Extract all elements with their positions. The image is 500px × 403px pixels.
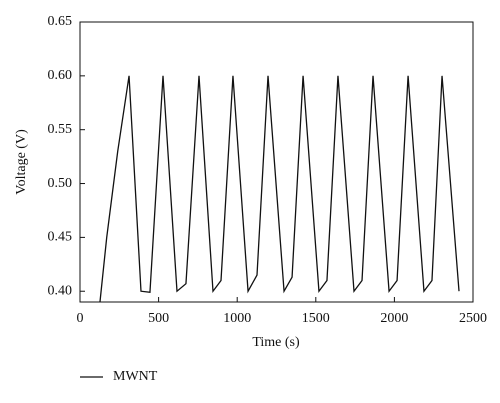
y-tick-label: 0.40 [48,283,73,298]
y-tick-label: 0.65 [48,14,73,29]
legend-label: MWNT [113,369,158,384]
x-tick-label: 500 [148,311,169,326]
x-tick-label: 2000 [380,311,408,326]
x-tick-label: 1500 [302,311,330,326]
y-tick-label: 0.60 [48,68,73,83]
plot-frame [79,21,474,303]
y-tick-label: 0.55 [48,122,73,137]
y-axis-label: Voltage (V) [14,129,29,195]
x-tick-label: 1000 [223,311,251,326]
x-axis-label: Time (s) [252,335,300,350]
y-tick-label: 0.45 [48,230,73,245]
x-tick-label: 2500 [459,311,487,326]
data-line [99,75,460,303]
x-tick-label: 0 [77,311,84,326]
y-tick-label: 0.50 [48,176,73,191]
